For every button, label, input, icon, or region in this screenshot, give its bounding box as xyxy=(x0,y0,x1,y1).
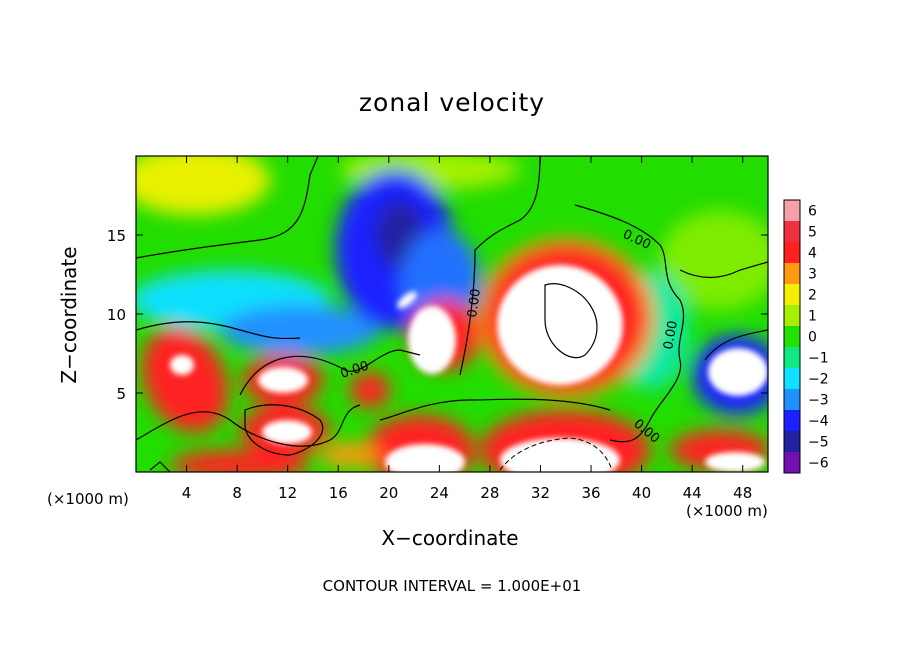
x-unit-left: (×1000 m) xyxy=(47,490,129,508)
x-tick-label: 40 xyxy=(632,484,651,502)
x-tick-label: 48 xyxy=(733,484,752,502)
x-tick-label: 16 xyxy=(329,484,348,502)
x-axis: 4 8 12 16 20 24 28 32 36 40 44 48 xyxy=(182,156,752,502)
x-tick-label: 12 xyxy=(278,484,297,502)
colorbar-swatch xyxy=(784,242,800,264)
x-tick-label: 32 xyxy=(531,484,550,502)
y-tick-label: 10 xyxy=(107,306,126,324)
colorbar-tick-label: 5 xyxy=(808,225,817,241)
x-unit-right: (×1000 m) xyxy=(686,502,768,520)
colorbar-swatch xyxy=(784,284,800,306)
colorbar-frame xyxy=(783,199,801,474)
colorbar-swatch xyxy=(784,347,800,369)
colorbar-swatch xyxy=(784,452,800,474)
colorbar-tick-label: −1 xyxy=(808,351,829,367)
x-tick-label: 8 xyxy=(232,484,242,502)
colorbar-tick-label: −6 xyxy=(808,456,829,472)
colorbar-swatch xyxy=(784,305,800,327)
colorbar-tick-label: −5 xyxy=(808,435,829,451)
y-tick-label: 5 xyxy=(116,385,126,403)
colorbar: 6 5 4 3 2 1 0 −1 −2 −3 −4 −5 −6 xyxy=(783,199,829,474)
colorbar-tick-label: 1 xyxy=(808,309,817,325)
colorbar-tick-label: 6 xyxy=(808,204,817,220)
colorbar-tick-label: 0 xyxy=(808,330,817,346)
x-axis-label: X−coordinate xyxy=(381,526,519,550)
zero-contours xyxy=(136,156,768,472)
colorbar-tick-label: −4 xyxy=(808,414,829,430)
x-tick-label: 20 xyxy=(379,484,398,502)
y-axis-label: Z−coordinate xyxy=(57,246,81,384)
chart-title: zonal velocity xyxy=(358,88,546,117)
y-tick-label: 15 xyxy=(107,227,126,245)
colorbar-tick-label: 4 xyxy=(808,246,817,262)
colorbar-swatch xyxy=(784,431,800,453)
contour-interval-note: CONTOUR INTERVAL = 1.000E+01 xyxy=(322,577,582,595)
colorbar-tick-label: −3 xyxy=(808,393,829,409)
colorbar-swatch xyxy=(784,326,800,348)
colorbar-swatch xyxy=(784,389,800,411)
colorbar-tick-label: 2 xyxy=(808,288,817,304)
colorbar-swatch xyxy=(784,221,800,243)
colorbar-swatch xyxy=(784,410,800,432)
colorbar-swatch xyxy=(784,200,800,222)
contour-label: 0.00 xyxy=(465,288,484,319)
x-tick-label: 28 xyxy=(480,484,499,502)
contour-label: 0.00 xyxy=(661,320,681,351)
x-tick-label: 24 xyxy=(430,484,449,502)
heatmap-field xyxy=(136,156,768,472)
colorbar-tick-label: 3 xyxy=(808,267,817,283)
x-tick-label: 36 xyxy=(581,484,600,502)
colorbar-tick-label: −2 xyxy=(808,372,829,388)
colorbar-swatch xyxy=(784,263,800,285)
y-axis: 5 10 15 xyxy=(107,227,768,403)
colorbar-swatch xyxy=(784,368,800,390)
x-tick-label: 44 xyxy=(683,484,702,502)
x-tick-label: 4 xyxy=(182,484,192,502)
